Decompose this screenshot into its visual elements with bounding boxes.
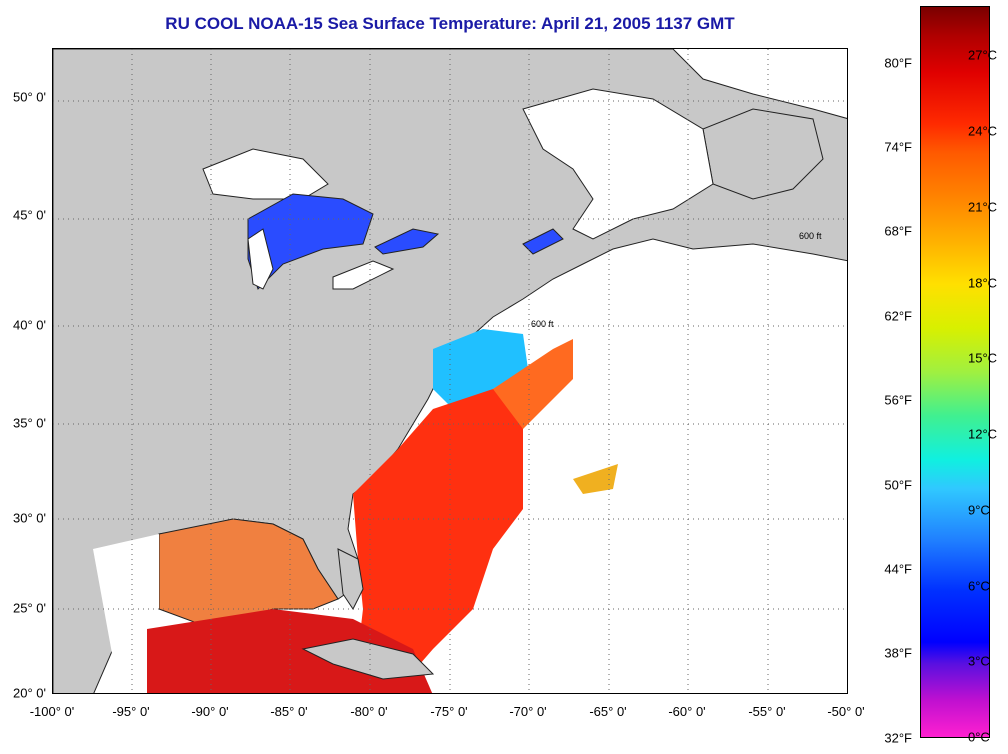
lon-label: -65° 0' bbox=[589, 704, 627, 719]
colorbar-celsius-label: 18°C bbox=[968, 275, 998, 291]
colorbar-fahrenheit-label: 74°F bbox=[884, 139, 912, 155]
lat-label: 25° 0' bbox=[13, 600, 46, 616]
gulf-white-west bbox=[93, 534, 159, 659]
lon-label: -90° 0' bbox=[191, 704, 229, 719]
colorbar-fahrenheit-label: 68°F bbox=[884, 223, 912, 239]
lon-label: -85° 0' bbox=[270, 704, 308, 719]
map-canvas: 600 ft 600 ft bbox=[53, 49, 847, 693]
land-newfoundland bbox=[702, 108, 824, 200]
lake-superior-area bbox=[202, 148, 329, 200]
lat-label: 20° 0' bbox=[13, 685, 46, 701]
lon-label: -80° 0' bbox=[350, 704, 388, 719]
lat-label: 45° 0' bbox=[13, 207, 46, 223]
land-cuba bbox=[301, 638, 435, 680]
lat-label: 30° 0' bbox=[13, 510, 46, 526]
lon-label: -60° 0' bbox=[668, 704, 706, 719]
colorbar-fahrenheit-label: 44°F bbox=[884, 561, 912, 577]
colorbar-fahrenheit-label: 32°F bbox=[884, 730, 912, 746]
lon-label: -75° 0' bbox=[430, 704, 468, 719]
lake-erie bbox=[374, 228, 440, 255]
temperature-colorbar bbox=[920, 6, 990, 738]
lon-label: -50° 0' bbox=[827, 704, 865, 719]
colorbar-celsius-label: 9°C bbox=[968, 502, 990, 518]
lat-label: 50° 0' bbox=[13, 89, 46, 105]
colorbar-fahrenheit-label: 80°F bbox=[884, 55, 912, 71]
colorbar-fahrenheit-label: 50°F bbox=[884, 477, 912, 493]
offshore-patch bbox=[573, 464, 618, 494]
colorbar-celsius-label: 21°C bbox=[968, 199, 998, 215]
colorbar-celsius-label: 27°C bbox=[968, 47, 998, 63]
isobath-label: 600 ft bbox=[799, 231, 822, 241]
warm-offshore bbox=[493, 339, 573, 429]
lon-label: -70° 0' bbox=[509, 704, 547, 719]
gulf-of-maine bbox=[522, 228, 564, 255]
lon-label: -100° 0' bbox=[29, 704, 75, 719]
lon-label: -95° 0' bbox=[112, 704, 150, 719]
map-title: RU COOL NOAA-15 Sea Surface Temperature:… bbox=[165, 14, 735, 33]
isobath-label: 600 ft bbox=[531, 319, 554, 329]
sst-map[interactable]: 600 ft 600 ft bbox=[52, 48, 848, 694]
colorbar-celsius-label: 0°C bbox=[968, 729, 990, 745]
colorbar-celsius-label: 12°C bbox=[968, 426, 998, 442]
lat-label: 35° 0' bbox=[13, 415, 46, 431]
colorbar-fahrenheit-label: 56°F bbox=[884, 392, 912, 408]
lake-michigan-south bbox=[247, 228, 274, 290]
lake-erie-white bbox=[332, 260, 395, 290]
colorbar-celsius-label: 6°C bbox=[968, 578, 990, 594]
lat-label: 40° 0' bbox=[13, 317, 46, 333]
lon-label: -55° 0' bbox=[748, 704, 786, 719]
colorbar-celsius-label: 15°C bbox=[968, 350, 998, 366]
land-florida bbox=[337, 548, 364, 610]
colorbar-fahrenheit-label: 62°F bbox=[884, 308, 912, 324]
colorbar-celsius-label: 24°C bbox=[968, 123, 998, 139]
gulf-stream bbox=[353, 369, 533, 693]
colorbar-celsius-label: 3°C bbox=[968, 653, 990, 669]
shelf-cold-water bbox=[433, 329, 528, 409]
colorbar-fahrenheit-label: 38°F bbox=[884, 645, 912, 661]
